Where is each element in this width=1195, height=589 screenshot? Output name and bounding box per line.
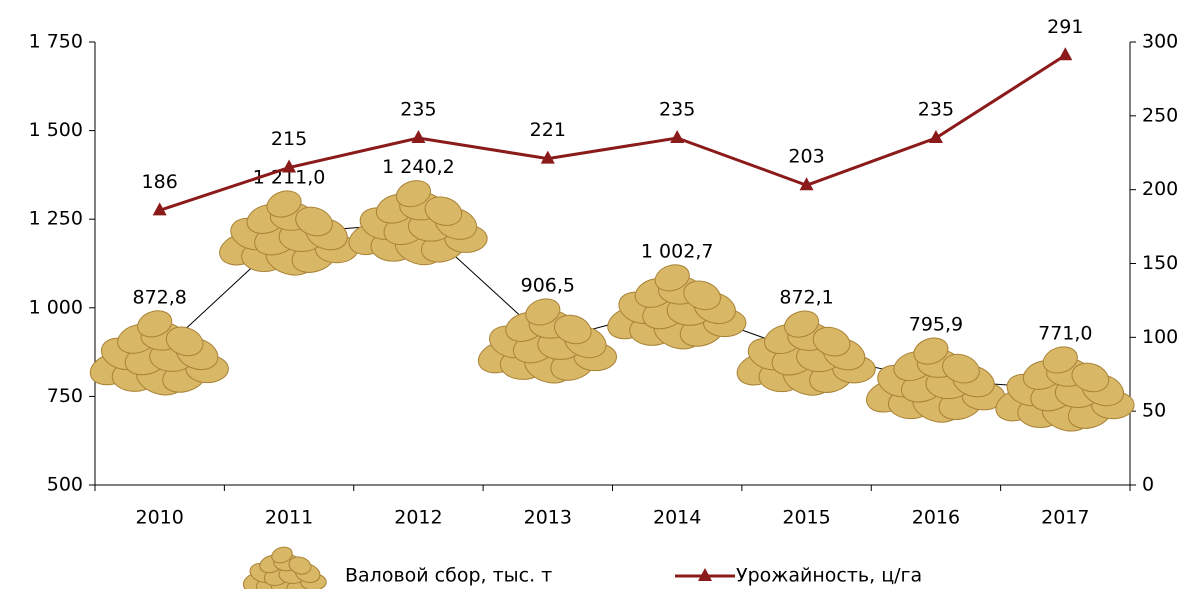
y-tick-label: 1 250 bbox=[29, 208, 83, 230]
potato-pile bbox=[345, 176, 487, 270]
potato-pile bbox=[216, 187, 358, 281]
legend: Валовой сбор, тыс. т Урожайность, ц/га bbox=[241, 545, 922, 589]
potato-pile bbox=[992, 343, 1134, 437]
x-tick-label: 2011 bbox=[265, 507, 313, 529]
value-label: 203 bbox=[788, 146, 824, 168]
value-label: 771,0 bbox=[1038, 322, 1092, 344]
y2-tick-label: 0 bbox=[1142, 474, 1154, 496]
line-marker bbox=[1058, 47, 1072, 60]
potato-pile bbox=[86, 307, 228, 401]
y-tick-label: 1 000 bbox=[29, 296, 83, 318]
x-tick-label: 2017 bbox=[1041, 507, 1089, 529]
potato-pile bbox=[733, 307, 875, 401]
value-label: 872,1 bbox=[779, 287, 833, 309]
x-tick-label: 2015 bbox=[782, 507, 830, 529]
x-tick-label: 2010 bbox=[136, 507, 184, 529]
value-label: 291 bbox=[1047, 16, 1083, 38]
y-tick-label: 1 500 bbox=[29, 119, 83, 141]
value-label: 215 bbox=[271, 128, 307, 150]
x-tick-label: 2016 bbox=[912, 507, 960, 529]
line-marker bbox=[670, 130, 684, 143]
potato-pile bbox=[604, 261, 746, 355]
potato-pile bbox=[862, 334, 1004, 428]
value-label: 1 240,2 bbox=[382, 156, 455, 178]
value-label: 795,9 bbox=[909, 314, 963, 336]
value-label: 221 bbox=[530, 119, 566, 141]
y2-tick-label: 250 bbox=[1142, 104, 1178, 126]
line-marker bbox=[411, 130, 425, 143]
value-label: 872,8 bbox=[132, 286, 186, 308]
x-tick-label: 2012 bbox=[394, 507, 442, 529]
legend-label: Урожайность, ц/га bbox=[736, 565, 922, 587]
value-label: 906,5 bbox=[521, 274, 575, 296]
y2-tick-label: 200 bbox=[1142, 178, 1178, 200]
x-tick-label: 2014 bbox=[653, 507, 701, 529]
chart: 500 750 1 000 1 250 1 500 1 750 0 50 100 150 200 25… bbox=[0, 0, 1195, 589]
y-tick-label: 1 750 bbox=[29, 31, 83, 53]
x-tick-label: 2013 bbox=[524, 507, 572, 529]
y2-tick-label: 150 bbox=[1142, 252, 1178, 274]
y-tick-label: 500 bbox=[47, 474, 83, 496]
value-label: 235 bbox=[400, 98, 436, 120]
value-label: 1 002,7 bbox=[641, 240, 714, 262]
y2-tick-label: 300 bbox=[1142, 31, 1178, 53]
potato-pile bbox=[474, 295, 616, 389]
value-label: 235 bbox=[659, 98, 695, 120]
legend-label: Валовой сбор, тыс. т bbox=[345, 565, 552, 587]
value-label: 186 bbox=[142, 171, 178, 193]
y2-tick-label: 100 bbox=[1142, 326, 1178, 348]
value-label: 235 bbox=[918, 98, 954, 120]
y2-tick-label: 50 bbox=[1142, 400, 1166, 422]
y-tick-label: 750 bbox=[47, 385, 83, 407]
